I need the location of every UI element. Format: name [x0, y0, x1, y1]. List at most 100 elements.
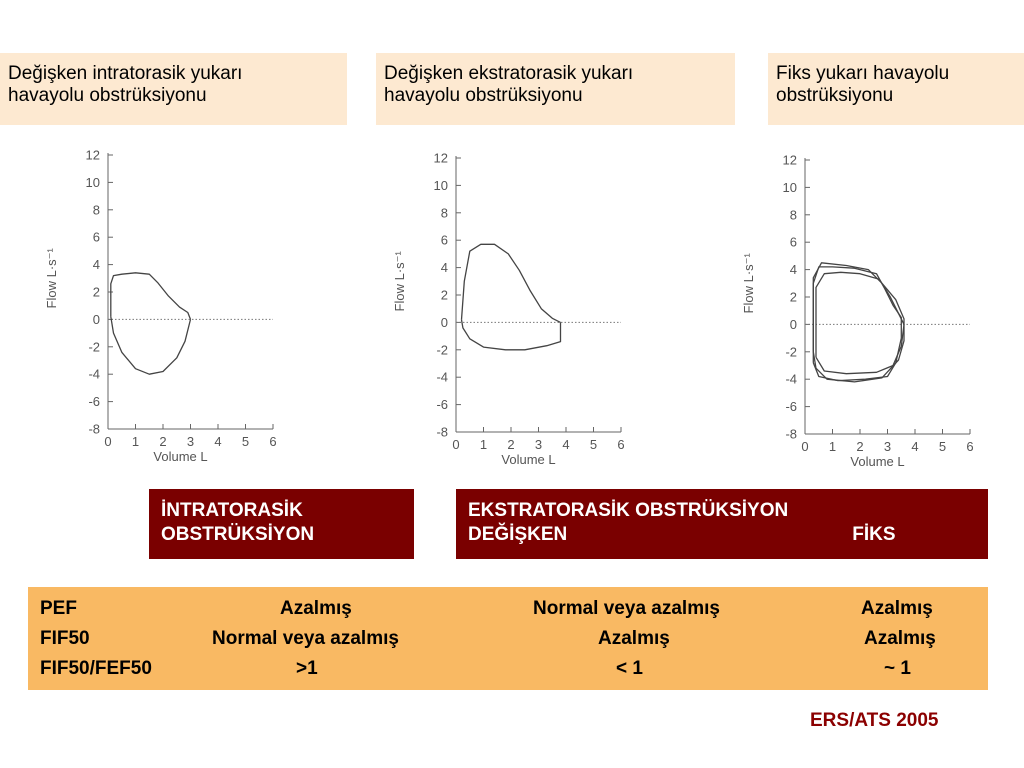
y-tick-label: -6	[436, 397, 448, 412]
caption-line: havayolu obstrüksiyonu	[8, 85, 207, 106]
variable-value: Normal veya azalmış	[533, 598, 720, 619]
intra-value: >1	[296, 658, 318, 679]
caption-line: Değişken intratorasik yukarı	[8, 63, 243, 84]
x-tick-label: 0	[104, 434, 111, 449]
y-tick-label: 0	[790, 317, 797, 332]
flow-volume-loop	[110, 272, 192, 320]
y-tick-label: 0	[441, 315, 448, 330]
x-tick-label: 2	[507, 437, 514, 452]
y-tick-label: 0	[93, 312, 100, 327]
y-tick-label: -2	[88, 339, 100, 354]
extrathoracic-label-box: EKSTRATORASİK OBSTRÜKSİYON DEĞİŞKEN FİKS	[456, 489, 988, 559]
y-tick-label: 2	[441, 288, 448, 303]
x-tick-label: 6	[966, 439, 973, 454]
caption-line: havayolu obstrüksiyonu	[384, 85, 583, 106]
x-tick-label: 1	[829, 439, 836, 454]
source-citation: ERS/ATS 2005	[810, 710, 939, 731]
x-tick-label: 2	[159, 434, 166, 449]
flow-volume-loop	[110, 316, 192, 375]
fixed-value: Azalmış	[861, 598, 933, 619]
x-axis-label: Volume L	[850, 454, 904, 469]
intrathoracic-title-line1: İNTRATORASİK	[161, 500, 303, 521]
extrathoracic-variable-label: DEĞİŞKEN	[468, 524, 568, 545]
caption-line: obstrüksiyonu	[776, 85, 894, 106]
caption-fixed: Fiks yukarı havayolu obstrüksiyonu	[768, 53, 1024, 125]
y-tick-label: 8	[441, 205, 448, 220]
x-tick-label: 4	[214, 434, 221, 449]
y-tick-label: 12	[434, 151, 448, 166]
y-tick-label: 10	[434, 178, 448, 193]
extrathoracic-title: EKSTRATORASİK OBSTRÜKSİYON	[468, 500, 789, 521]
y-tick-label: 12	[86, 148, 100, 163]
flow-volume-loop	[460, 319, 562, 351]
x-axis-label: Volume L	[153, 449, 207, 464]
y-tick-label: 4	[790, 262, 797, 277]
x-tick-label: 4	[562, 437, 569, 452]
caption-extrathoracic: Değişken ekstratorasik yukarı havayolu o…	[376, 53, 735, 125]
x-tick-label: 1	[132, 434, 139, 449]
y-axis-label: Flow L·s⁻¹	[44, 247, 59, 308]
extrathoracic-fixed-label: FİKS	[852, 524, 896, 545]
y-tick-label: 2	[790, 290, 797, 305]
flow-volume-loop	[812, 262, 905, 383]
y-tick-label: 10	[783, 180, 797, 195]
y-tick-label: 4	[441, 260, 448, 275]
intrathoracic-label-box: İNTRATORASİK OBSTRÜKSİYON	[149, 489, 414, 559]
intrathoracic-title-line2: OBSTRÜKSİYON	[161, 524, 315, 545]
x-tick-label: 5	[590, 437, 597, 452]
y-tick-label: -8	[436, 425, 448, 440]
y-tick-label: -2	[785, 344, 797, 359]
y-tick-label: -6	[88, 394, 100, 409]
x-tick-label: 6	[269, 434, 276, 449]
caption-line: Fiks yukarı havayolu	[776, 63, 950, 84]
x-tick-label: 0	[452, 437, 459, 452]
y-axis-label: Flow L·s⁻¹	[741, 252, 756, 313]
row-label: FIF50	[40, 628, 90, 649]
table-row: FIF50 Normal veya azalmış Azalmış Azalmı…	[28, 628, 988, 654]
table-row: FIF50/FEF50 >1 < 1 ~ 1	[28, 658, 988, 684]
y-tick-label: -4	[88, 367, 100, 382]
y-tick-label: -2	[436, 342, 448, 357]
flow-volume-loop	[460, 243, 561, 323]
x-tick-label: 4	[911, 439, 918, 454]
y-tick-label: -8	[88, 422, 100, 437]
caption-intrathoracic: Değişken intratorasik yukarı havayolu ob…	[0, 53, 347, 125]
y-tick-label: 12	[783, 153, 797, 168]
y-tick-label: 6	[790, 235, 797, 250]
row-label: PEF	[40, 598, 77, 619]
fixed-value: ~ 1	[884, 658, 911, 679]
y-tick-label: 6	[93, 230, 100, 245]
variable-value: Azalmış	[598, 628, 670, 649]
x-tick-label: 5	[939, 439, 946, 454]
comparison-table: PEF Azalmış Normal veya azalmış Azalmış …	[28, 587, 988, 690]
x-tick-label: 2	[856, 439, 863, 454]
row-label: FIF50/FEF50	[40, 658, 152, 679]
y-tick-label: 8	[790, 207, 797, 222]
x-tick-label: 3	[187, 434, 194, 449]
table-row: PEF Azalmış Normal veya azalmış Azalmış	[28, 598, 988, 624]
x-tick-label: 1	[480, 437, 487, 452]
intra-value: Azalmış	[280, 598, 352, 619]
y-tick-label: 4	[93, 257, 100, 272]
x-tick-label: 0	[801, 439, 808, 454]
y-tick-label: 2	[93, 285, 100, 300]
y-tick-label: -6	[785, 399, 797, 414]
x-tick-label: 3	[884, 439, 891, 454]
x-tick-label: 5	[242, 434, 249, 449]
y-tick-label: 6	[441, 233, 448, 248]
flow-volume-loop	[812, 266, 902, 382]
x-tick-label: 3	[535, 437, 542, 452]
intra-value: Normal veya azalmış	[212, 628, 399, 649]
y-tick-label: -8	[785, 427, 797, 442]
fixed-value: Azalmış	[864, 628, 936, 649]
y-tick-label: 10	[86, 175, 100, 190]
y-tick-label: -4	[436, 370, 448, 385]
caption-line: Değişken ekstratorasik yukarı	[384, 63, 634, 84]
x-axis-label: Volume L	[501, 452, 555, 467]
variable-value: < 1	[616, 658, 643, 679]
y-tick-label: 8	[93, 202, 100, 217]
flow-volume-loop	[815, 271, 905, 375]
